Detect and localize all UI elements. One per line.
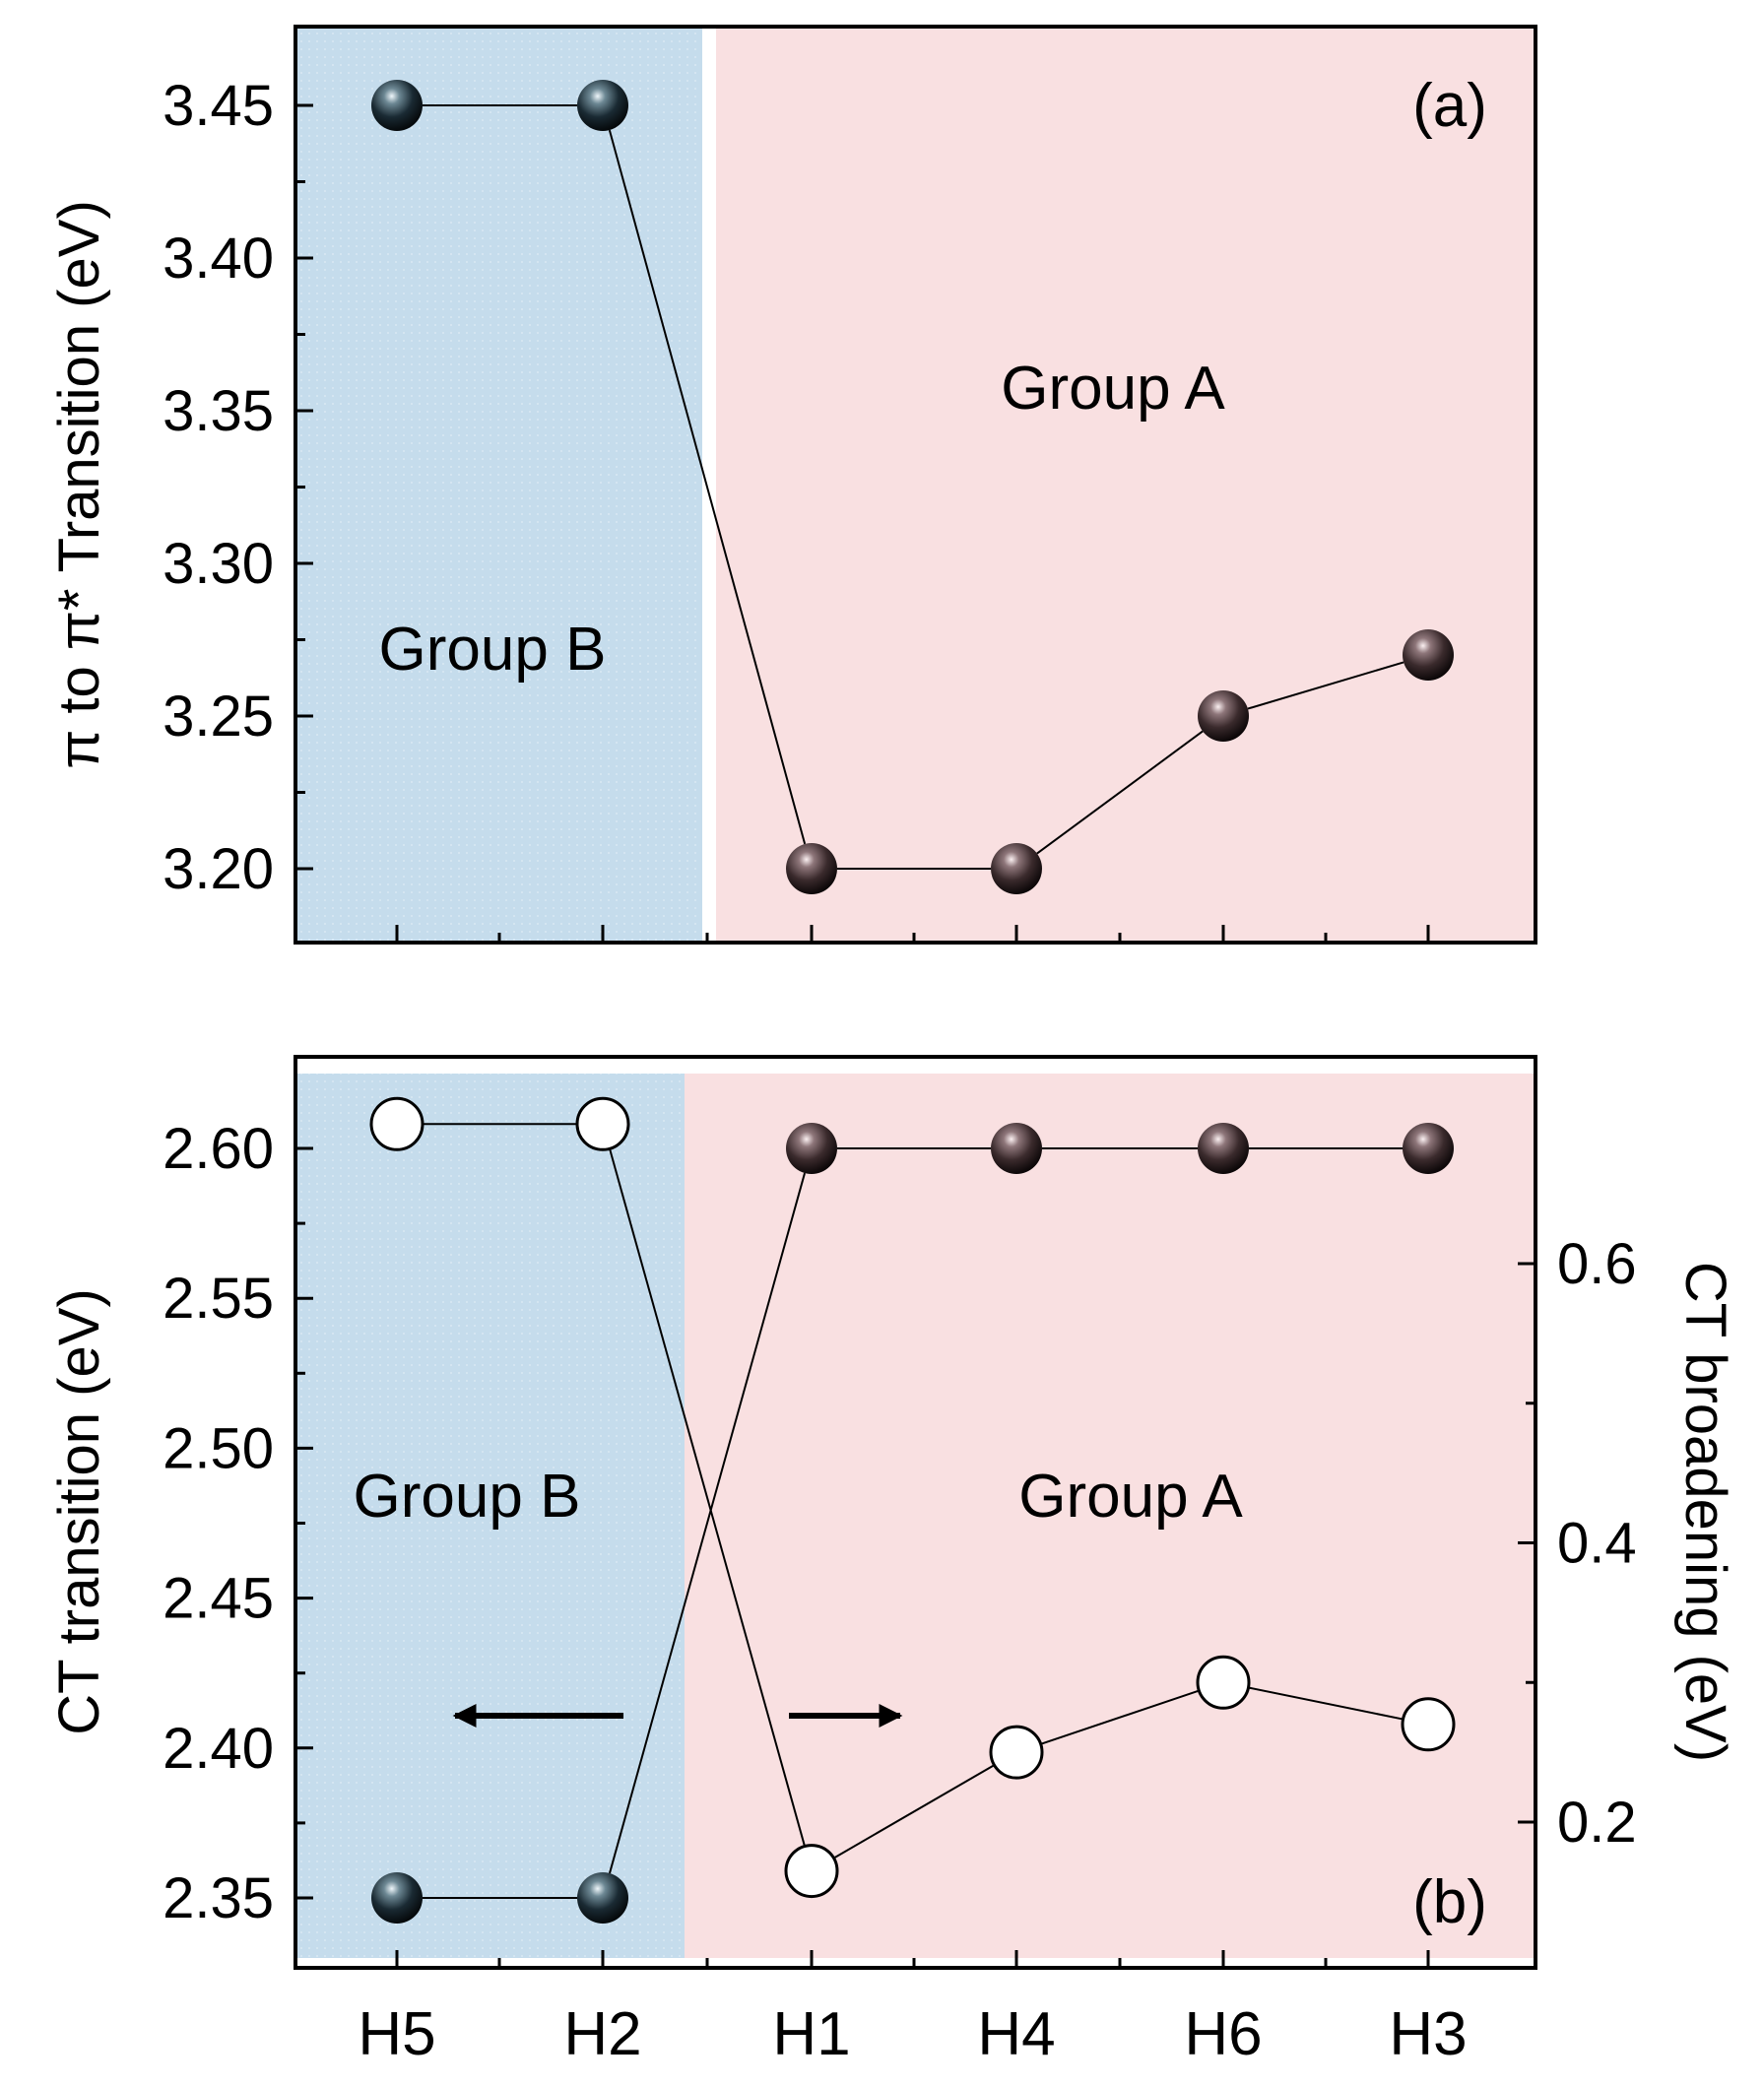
y-tick-label: 3.35 bbox=[163, 379, 274, 443]
group-a-label: Group A bbox=[1018, 1463, 1243, 1531]
series-line bbox=[609, 1148, 806, 1847]
series-layer bbox=[369, 1096, 1456, 1924]
data-point-open bbox=[1196, 1655, 1251, 1710]
y-right-tick-label: 0.2 bbox=[1557, 1791, 1637, 1855]
panel-a: 3.20 3.25 3.30 3.35 3.40 3.45 Group B Group A… bbox=[47, 25, 1537, 945]
series-line bbox=[609, 1172, 806, 1874]
y-tick-label: 2.45 bbox=[163, 1567, 274, 1631]
y-axis-right-title: CT broadening (eV) bbox=[1673, 1262, 1737, 1762]
panel-b: 2.352.402.452.502.552.60 0.20.40.6 H5 H2 H… bbox=[47, 1055, 1737, 2068]
data-point-open bbox=[575, 1096, 630, 1151]
data-point-filled bbox=[1198, 1123, 1249, 1174]
y-tick-label: 2.35 bbox=[163, 1866, 274, 1930]
y-tick-label: 3.20 bbox=[163, 837, 274, 901]
y-tick-label: 3.40 bbox=[163, 227, 274, 291]
plot-frame bbox=[294, 25, 1537, 945]
y-right-tick-label: 0.6 bbox=[1557, 1232, 1637, 1296]
data-point-open bbox=[989, 1725, 1044, 1780]
group-a-band bbox=[716, 27, 1535, 943]
series-line bbox=[1247, 661, 1405, 710]
y-tick-label: 3.45 bbox=[163, 74, 274, 138]
data-point-filled bbox=[991, 1123, 1042, 1174]
data-point-open bbox=[369, 1096, 425, 1151]
data-point-filled bbox=[577, 1872, 628, 1924]
data-point-filled bbox=[1403, 1123, 1454, 1174]
series-line bbox=[608, 129, 807, 845]
y-axis-right-ticks: 0.2 0.4 0.6 bbox=[1518, 1232, 1637, 1855]
data-point-filled bbox=[577, 80, 628, 131]
group-b-band-dots bbox=[295, 1074, 685, 1958]
data-point-open bbox=[784, 1844, 839, 1899]
y-tick-label: 3.25 bbox=[163, 685, 274, 749]
data-point-filled bbox=[786, 843, 837, 894]
y-axis-ticks: 3.20 3.25 3.30 3.35 3.40 3.45 bbox=[163, 74, 313, 901]
data-point-filled bbox=[371, 1872, 423, 1924]
group-a-label: Group A bbox=[1001, 355, 1225, 423]
y-axis-title: π to π* Transition (eV) bbox=[47, 200, 111, 769]
x-tick-label: H2 bbox=[563, 2000, 641, 2068]
series-line bbox=[1040, 1689, 1200, 1745]
x-tick-label: H5 bbox=[358, 2000, 435, 2068]
data-point-filled bbox=[1403, 629, 1454, 681]
group-a-band bbox=[685, 1074, 1535, 1958]
y-tick-label: 2.50 bbox=[163, 1416, 274, 1480]
group-b-band-dots bbox=[295, 27, 702, 943]
y-tick-label: 3.30 bbox=[163, 532, 274, 596]
series-line bbox=[832, 1764, 996, 1860]
group-b-label: Group B bbox=[354, 1463, 581, 1531]
x-tick-label: H3 bbox=[1389, 2000, 1467, 2068]
panel-label: (b) bbox=[1412, 1868, 1487, 1936]
y-axis-ticks: 2.35 2.40 2.45 2.50 2.55 2.60 bbox=[163, 1117, 313, 1930]
y-tick-label: 2.60 bbox=[163, 1117, 274, 1181]
data-point-filled bbox=[1198, 690, 1249, 742]
y-right-tick-label: 0.4 bbox=[1557, 1512, 1637, 1576]
x-tick-label: H6 bbox=[1184, 2000, 1262, 2068]
series-layer bbox=[371, 80, 1454, 894]
series-line bbox=[1248, 1686, 1404, 1721]
data-point-filled bbox=[371, 80, 423, 131]
x-tick-label: H1 bbox=[772, 2000, 850, 2068]
group-b-label: Group B bbox=[379, 616, 607, 684]
data-point-filled bbox=[991, 843, 1042, 894]
y-axis-title: CT transition (eV) bbox=[47, 1288, 111, 1734]
series-line bbox=[1036, 730, 1204, 855]
panel-label: (a) bbox=[1412, 72, 1487, 140]
x-axis-ticks: H5 H2 H1 H4 H6 H3 bbox=[358, 1950, 1468, 2068]
x-tick-label: H4 bbox=[977, 2000, 1055, 2068]
data-point-filled bbox=[786, 1123, 837, 1174]
data-point-open bbox=[1401, 1697, 1456, 1752]
y-tick-label: 2.40 bbox=[163, 1717, 274, 1781]
y-tick-label: 2.55 bbox=[163, 1267, 274, 1331]
plot-frame bbox=[294, 1055, 1537, 1970]
